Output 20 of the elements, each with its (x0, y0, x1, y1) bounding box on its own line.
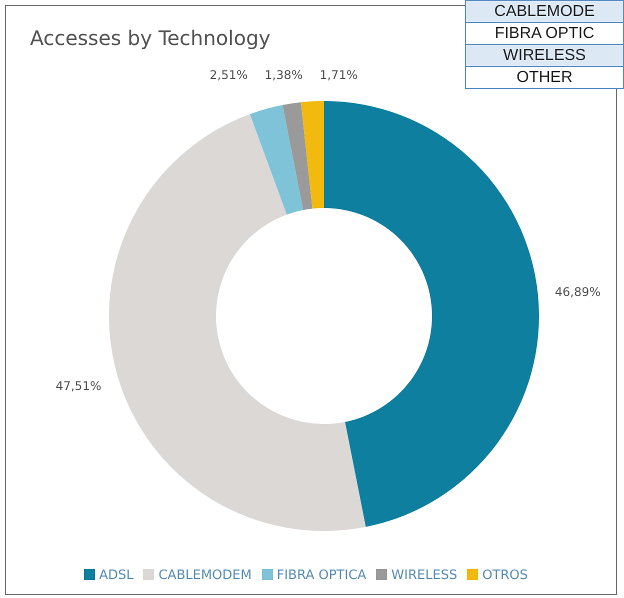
donut-slice (282, 102, 312, 210)
text: WIRELESS (466, 44, 624, 66)
data-label: 1,71% (320, 68, 358, 82)
data-label: 2,51% (210, 68, 248, 82)
data-label: 46,89% (554, 285, 601, 300)
text: CABLEMODE (466, 0, 624, 22)
text: FIBRA OPTIC (466, 22, 624, 44)
legend-label: OTROS (482, 568, 528, 583)
data-label: 1,38% (264, 68, 303, 82)
chart-title: Accesses by Technology (30, 26, 270, 50)
legend-label: FIBRA OPTICA (276, 568, 366, 583)
text: OTHER (466, 66, 624, 88)
donut-slice (109, 114, 366, 531)
donut-slice (250, 105, 304, 215)
legend-label: WIRELESS (391, 568, 458, 583)
donut-slice (300, 101, 324, 209)
legend-label: ADSL (99, 568, 134, 583)
donut-slice (324, 101, 539, 527)
data-label: 47,51% (56, 378, 102, 393)
legend-label: CABLEMODEM (158, 568, 252, 583)
